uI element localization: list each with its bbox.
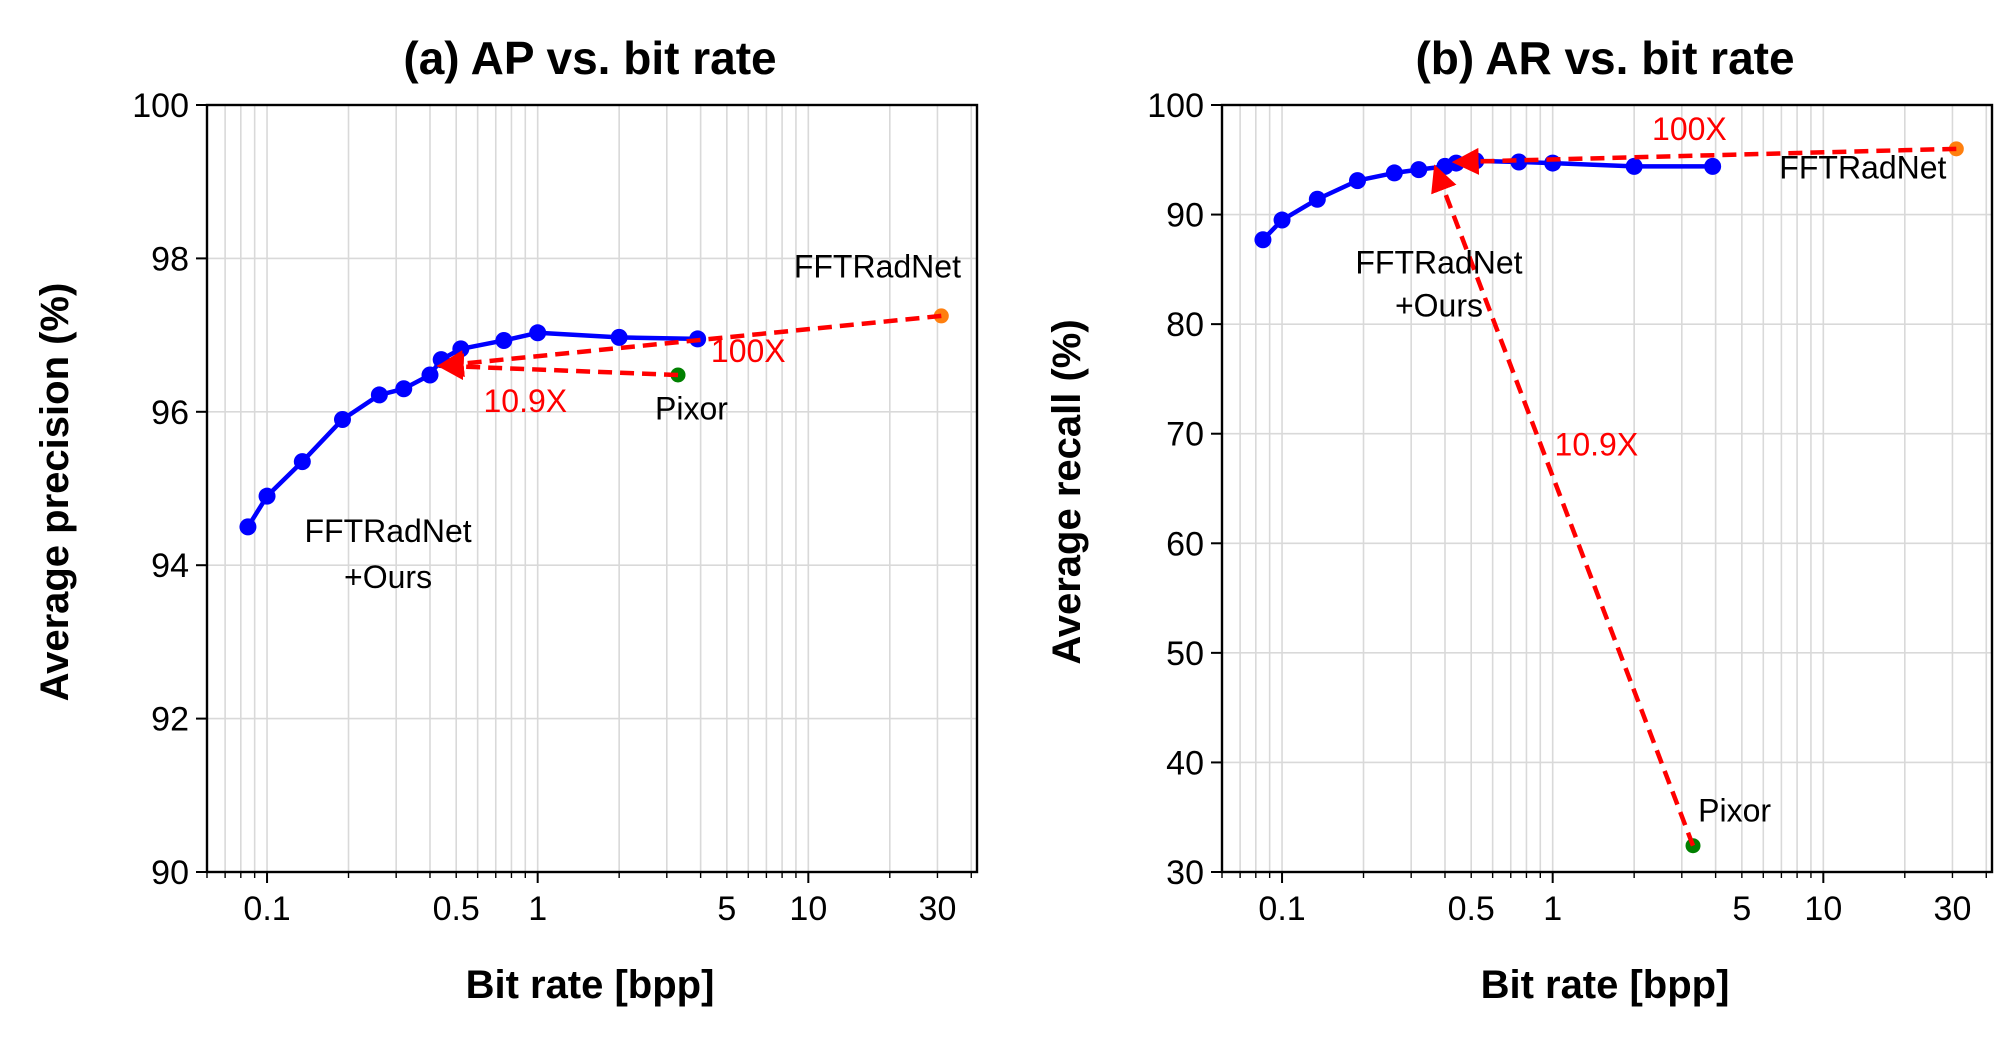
ar-x-tick-label: 0.5: [1448, 890, 1495, 928]
ar-annotation-ours: +Ours: [1395, 287, 1483, 323]
ar-y-tick-label: 40: [1166, 744, 1204, 782]
ar-annotation-10-9x: 10.9X: [1555, 427, 1639, 463]
ap-point-ours: [258, 487, 276, 505]
ar-annotation-layer: 100X FFTRadNet FFTRadNet +Ours 10.9X Pixor: [1355, 111, 1946, 829]
ap-point-ours: [495, 331, 513, 349]
ar-tick-layer: 30 40 50 60 70 80 90 100 0.1 0.5 1 5 10 30: [1147, 87, 1987, 928]
ap-y-tick-label: 92: [151, 701, 189, 739]
ar-chart-panel: (b) AR vs. bit rate Bit rate [bpp] Avera…: [1045, 32, 1994, 1007]
ap-x-tick-label: 0.5: [433, 890, 480, 928]
ap-x-tick-label: 10: [789, 890, 827, 928]
ap-x-tick-label: 5: [717, 890, 736, 928]
ar-chart-title: (b) AR vs. bit rate: [1415, 32, 1794, 84]
ar-y-tick-label: 100: [1147, 87, 1204, 125]
ap-chart-panel: (a) AP vs. bit rate Bit rate [bpp] Avera…: [33, 32, 979, 1007]
ap-point-ours: [395, 380, 413, 398]
ar-point-ours: [1273, 211, 1291, 229]
ap-tick-layer: 90 92 94 96 98 100 0.1 0.5 1 5 10 30: [132, 87, 972, 928]
ar-y-tick-label: 50: [1166, 635, 1204, 673]
ap-y-tick-label: 94: [151, 547, 189, 585]
ap-annotation-layer: FFTRadNet 100X 10.9X Pixor FFTRadNet +Ours: [304, 249, 961, 596]
ap-plot-frame: [205, 103, 979, 874]
ap-point-ours: [333, 410, 351, 428]
ap-point-ours: [452, 340, 470, 358]
ar-y-tick-label: 30: [1166, 854, 1204, 892]
ap-series-layer: [239, 308, 949, 536]
ar-arrow-10-9x: [1431, 164, 1696, 847]
ap-annotation-fftradnet: FFTRadNet: [794, 249, 961, 285]
ar-arrow-100x: [1451, 146, 1957, 175]
ap-x-axis-label: Bit rate [bpp]: [466, 963, 715, 1007]
ap-annotation-100x: 100X: [711, 333, 786, 369]
ar-x-tick-label: 1: [1543, 890, 1562, 928]
ar-y-tick-label: 60: [1166, 525, 1204, 563]
ap-y-tick-label: 100: [132, 87, 189, 125]
ar-arrow-layer: [1431, 146, 1957, 847]
ap-point-ours: [370, 386, 388, 404]
ar-point-ours: [1410, 161, 1428, 179]
ap-x-tick-label: 1: [528, 890, 547, 928]
ap-arrow-layer: [436, 313, 942, 381]
ar-point-ours: [1704, 157, 1722, 175]
ap-y-axis-label: Average precision (%): [33, 283, 77, 702]
ap-y-tick-label: 90: [151, 854, 189, 892]
ap-x-tick-label: 0.1: [243, 890, 290, 928]
ap-arrow-10-9x: [436, 353, 679, 381]
ap-point-ours: [610, 328, 628, 346]
ar-y-tick-label: 90: [1166, 197, 1204, 235]
ar-x-axis-label: Bit rate [bpp]: [1481, 963, 1730, 1007]
ar-annotation-fftradnet: FFTRadNet: [1355, 245, 1522, 281]
ar-point-ours: [1625, 157, 1643, 175]
ap-point-ours: [239, 518, 257, 536]
ap-arrow-100x: [436, 313, 942, 377]
ar-y-tick-label: 80: [1166, 306, 1204, 344]
ap-annotation-ours: +Ours: [344, 559, 432, 595]
ar-x-tick-label: 0.1: [1258, 890, 1305, 928]
ar-point-ours: [1385, 164, 1403, 182]
ap-annotation-fftradnet: FFTRadNet: [304, 513, 471, 549]
ap-y-tick-label: 96: [151, 394, 189, 432]
ar-plot-frame: [1220, 103, 1994, 874]
ap-chart-title: (a) AP vs. bit rate: [403, 32, 776, 84]
ar-y-tick-label: 70: [1166, 416, 1204, 454]
ap-point-ours: [421, 366, 439, 384]
ar-grid: [1221, 104, 1992, 873]
ar-annotation-fftradnet: FFTRadNet: [1779, 149, 1946, 185]
ar-point-ours: [1510, 153, 1528, 171]
ar-point-ours: [1308, 190, 1326, 208]
ap-y-tick-label: 98: [151, 240, 189, 278]
ap-x-tick-label: 30: [919, 890, 957, 928]
ap-point-ours: [529, 324, 547, 342]
ar-y-axis-label: Average recall (%): [1045, 319, 1089, 664]
ar-x-tick-label: 10: [1804, 890, 1842, 928]
ar-annotation-pixor: Pixor: [1698, 793, 1771, 829]
ar-x-tick-label: 5: [1732, 890, 1751, 928]
ap-annotation-10-9x: 10.9X: [483, 383, 567, 419]
ar-annotation-100x: 100X: [1652, 111, 1727, 147]
ap-annotation-pixor: Pixor: [655, 390, 728, 426]
ar-x-tick-label: 30: [1934, 890, 1972, 928]
ar-point-ours: [1348, 172, 1366, 190]
ar-point-ours: [1254, 231, 1272, 249]
ap-point-ours: [293, 453, 311, 471]
